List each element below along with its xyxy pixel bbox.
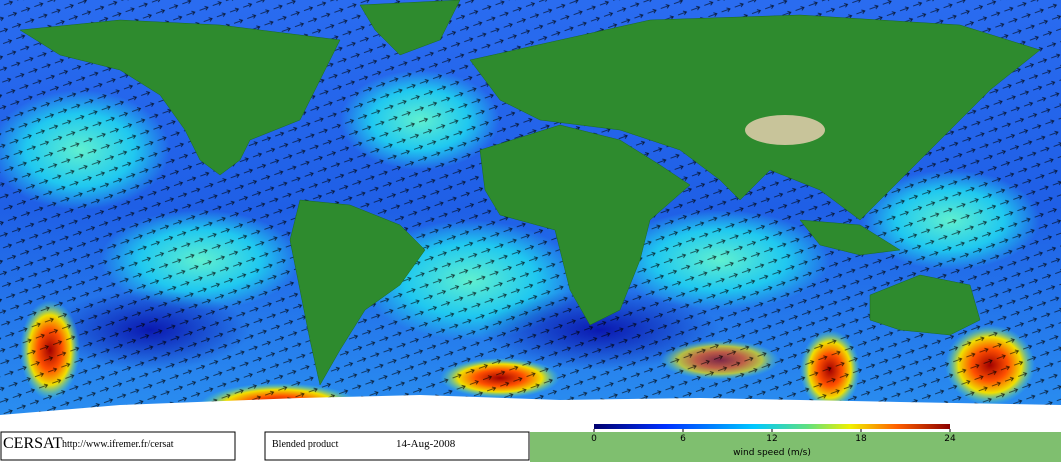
colorbar-tick-label: 24: [944, 434, 956, 444]
land-strip: [530, 432, 1061, 462]
date: 14-Aug-2008: [396, 438, 456, 450]
antarctica: [0, 395, 1061, 432]
land: [19, 0, 1041, 386]
footer: CERSAT http://www.ifremer.fr/cersat Blen…: [0, 431, 530, 461]
product: Blended product: [272, 439, 339, 450]
colorbar-tick-label: 18: [855, 434, 867, 444]
colorbar-scale: [594, 424, 950, 429]
colorbar-tick-label: 0: [591, 434, 597, 444]
logo: CERSAT: [3, 435, 63, 452]
product-box: [264, 431, 530, 461]
url: http://www.ifremer.fr/cersat: [62, 439, 174, 450]
logo-box: [0, 431, 236, 461]
colorbar-tick-label: 6: [680, 434, 686, 444]
colorbar: wind speed (m/s) 0 6 12 18 24: [591, 424, 956, 458]
colorbar-label: wind speed (m/s): [733, 448, 811, 458]
colorbar-tick-label: 12: [766, 434, 777, 444]
